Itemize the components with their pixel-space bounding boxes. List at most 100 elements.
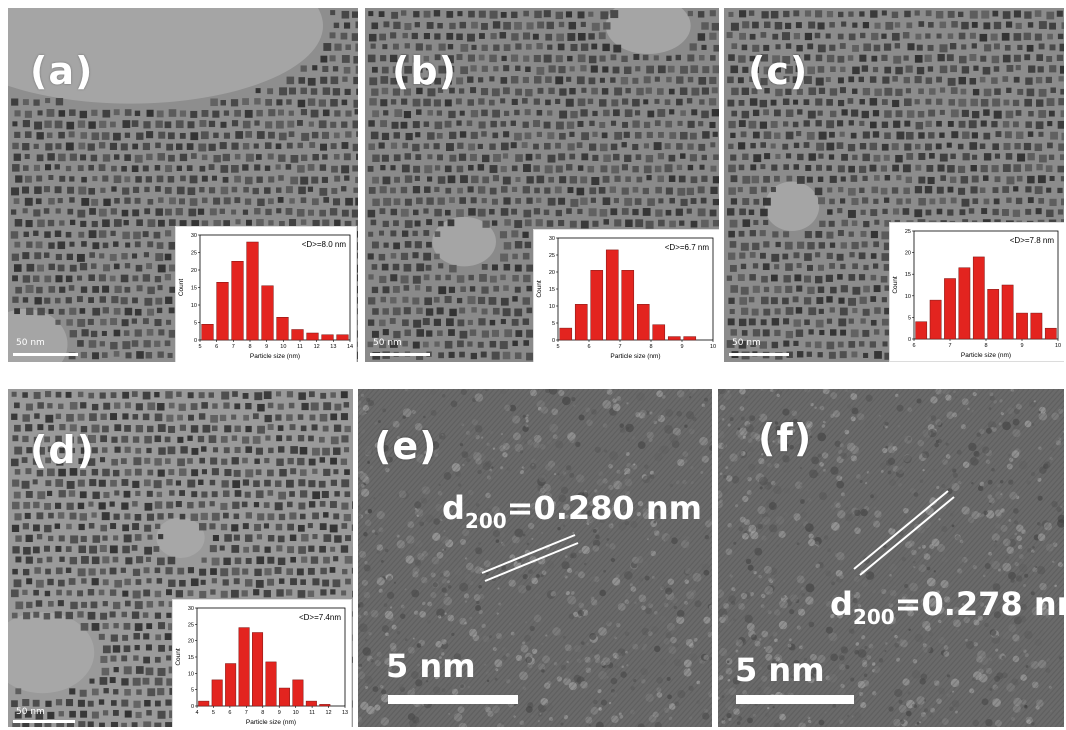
y-tick-label: 25 bbox=[905, 229, 911, 235]
x-tick-label: 8 bbox=[984, 343, 987, 349]
x-tick-label: 6 bbox=[215, 344, 218, 350]
x-tick-label: 8 bbox=[248, 344, 251, 350]
y-tick-label: 25 bbox=[188, 622, 194, 628]
mean-size-annotation: <D>=7.8 nm bbox=[1010, 236, 1055, 245]
histogram-bar bbox=[238, 627, 250, 707]
y-tick-label: 0 bbox=[552, 338, 555, 344]
histogram-bar bbox=[211, 679, 223, 707]
y-tick-label: 10 bbox=[191, 303, 197, 309]
mean-size-annotation: <D>=7.4nm bbox=[299, 613, 341, 622]
y-tick-label: 30 bbox=[549, 236, 555, 242]
histogram-inset-d: 4 5 6 7 8 9 10 11 12 13 0 5 10 15 20 25 30 Particle size … bbox=[172, 599, 352, 727]
x-tick-label: 10 bbox=[280, 344, 286, 350]
x-tick-label: 11 bbox=[309, 710, 315, 716]
histogram-bar bbox=[574, 304, 588, 341]
histogram-bar bbox=[198, 700, 210, 707]
histogram-bar bbox=[559, 327, 573, 341]
x-tick-label: 8 bbox=[261, 710, 264, 716]
d-spacing-label-f: d200=0.278 nm bbox=[830, 585, 1064, 629]
x-tick-label: 10 bbox=[710, 344, 716, 350]
histogram-inset-b: 5 6 7 8 9 10 0 5 10 15 20 25 30 Particle size (nm) Cou… bbox=[533, 229, 719, 362]
scale-label-e: 5 nm bbox=[386, 647, 476, 685]
x-tick-label: 4 bbox=[195, 710, 198, 716]
histogram-bar bbox=[972, 256, 985, 340]
x-tick-label: 5 bbox=[556, 344, 559, 350]
panel-label-a: (a) bbox=[30, 49, 94, 93]
histogram-bar bbox=[305, 700, 317, 707]
x-tick-label: 11 bbox=[297, 344, 303, 350]
lattice-fringe-lines-f bbox=[853, 490, 955, 576]
histogram-bar bbox=[929, 299, 942, 340]
x-axis-label: Particle size (nm) bbox=[961, 352, 1011, 359]
y-tick-label: 10 bbox=[188, 671, 194, 677]
hrtem-image-f bbox=[718, 389, 1064, 727]
hrtem-image-e bbox=[358, 389, 712, 727]
x-tick-label: 9 bbox=[265, 344, 268, 350]
histogram-bar bbox=[1030, 312, 1043, 340]
histogram-bar bbox=[265, 661, 277, 707]
histogram-bar bbox=[1044, 327, 1057, 340]
mean-size-annotation: <D>=6.7 nm bbox=[665, 243, 710, 252]
x-tick-label: 12 bbox=[314, 344, 320, 350]
panel-label-b: (b) bbox=[392, 49, 457, 93]
y-tick-label: 20 bbox=[905, 251, 911, 257]
x-tick-label: 12 bbox=[325, 710, 331, 716]
mean-size-annotation: <D>=8.0 nm bbox=[302, 240, 347, 249]
tem-panel-c: (c) 50 nm 6 7 8 9 10 0 5 10 15 20 25 Particle size … bbox=[724, 8, 1064, 362]
y-tick-label: 20 bbox=[191, 268, 197, 274]
histogram-bar bbox=[231, 261, 244, 341]
histogram-bar bbox=[1016, 312, 1028, 340]
lattice-fringe-lines-e bbox=[481, 534, 579, 582]
histogram-inset-a: 5 6 7 8 9 10 11 12 13 14 0 5 10 15 20 25 30 Particle size… bbox=[175, 226, 357, 362]
x-tick-label: 7 bbox=[948, 343, 951, 349]
histogram-inset-c: 6 7 8 9 10 0 5 10 15 20 25 Particle size (nm) Count <… bbox=[889, 222, 1064, 362]
histogram-bar bbox=[987, 289, 1000, 340]
x-axis-label: Particle size (nm) bbox=[610, 353, 660, 360]
y-axis-label: Count bbox=[892, 276, 899, 294]
y-axis-label: Count bbox=[178, 279, 185, 297]
panel-label-d: (d) bbox=[30, 428, 95, 472]
d-spacing-label-e: d200=0.280 nm bbox=[442, 489, 702, 533]
y-axis-label: Count bbox=[175, 648, 182, 666]
panel-label-f: (f) bbox=[758, 416, 813, 460]
x-tick-label: 10 bbox=[1055, 343, 1061, 349]
y-tick-label: 15 bbox=[191, 286, 197, 292]
y-tick-label: 0 bbox=[191, 704, 194, 710]
histogram-bar bbox=[958, 267, 971, 340]
histogram-bar bbox=[667, 336, 681, 341]
scale-label-a: 50 nm bbox=[16, 338, 45, 348]
scale-label-b: 50 nm bbox=[373, 338, 402, 348]
scale-bar-c bbox=[729, 353, 789, 356]
y-tick-label: 20 bbox=[549, 270, 555, 276]
histogram-bar bbox=[261, 285, 274, 341]
histogram-bar bbox=[201, 324, 214, 341]
scale-bar-e bbox=[388, 695, 518, 704]
x-tick-label: 9 bbox=[278, 710, 281, 716]
histogram-c: 6 7 8 9 10 0 5 10 15 20 25 Particle size (nm) Count <… bbox=[892, 229, 1061, 359]
y-tick-label: 5 bbox=[552, 321, 555, 327]
scale-bar-a bbox=[13, 353, 78, 356]
histogram-bar bbox=[319, 704, 331, 707]
histogram-bar bbox=[246, 241, 259, 341]
y-tick-label: 15 bbox=[549, 287, 555, 293]
histogram-bar bbox=[605, 249, 619, 341]
scale-label-f: 5 nm bbox=[735, 651, 825, 689]
histogram-bar bbox=[321, 334, 334, 341]
histogram-bar bbox=[944, 278, 956, 340]
x-tick-label: 5 bbox=[212, 710, 215, 716]
y-tick-label: 30 bbox=[188, 606, 194, 612]
y-tick-label: 25 bbox=[191, 251, 197, 257]
x-tick-label: 13 bbox=[330, 344, 336, 350]
y-tick-label: 5 bbox=[191, 688, 194, 694]
y-tick-label: 10 bbox=[549, 304, 555, 310]
y-tick-label: 30 bbox=[191, 233, 197, 239]
scale-bar-b bbox=[370, 353, 430, 356]
histogram-bar bbox=[278, 687, 290, 707]
x-tick-label: 6 bbox=[228, 710, 231, 716]
y-axis-label: Count bbox=[536, 280, 543, 298]
tem-panel-a: (a) 50 nm 5 6 7 8 9 10 11 12 13 14 0 5 10 15 20 25 30 Par… bbox=[8, 8, 358, 362]
histogram-bar bbox=[306, 332, 319, 341]
x-tick-label: 7 bbox=[232, 344, 235, 350]
x-tick-label: 8 bbox=[649, 344, 652, 350]
